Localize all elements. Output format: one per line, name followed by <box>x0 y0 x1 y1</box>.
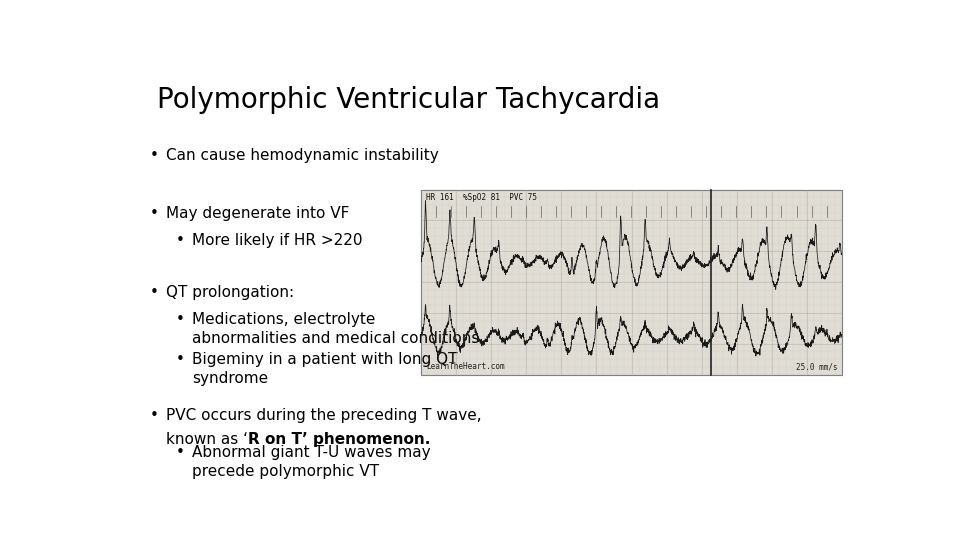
Text: 25.0 mm/s: 25.0 mm/s <box>796 362 837 371</box>
FancyBboxPatch shape <box>421 190 842 375</box>
Text: •: • <box>176 312 184 327</box>
Text: •: • <box>150 148 158 163</box>
Text: •: • <box>150 285 158 300</box>
Text: Bigeminy in a patient with long QT
syndrome: Bigeminy in a patient with long QT syndr… <box>192 352 458 386</box>
Text: known as ‘: known as ‘ <box>166 432 248 447</box>
Text: •: • <box>150 408 158 423</box>
Text: •: • <box>176 233 184 248</box>
Text: HR 161  %SpO2 81  PVC 75: HR 161 %SpO2 81 PVC 75 <box>426 193 537 202</box>
Text: ’ phenomenon.: ’ phenomenon. <box>302 432 430 447</box>
Text: LearnTheHeart.com: LearnTheHeart.com <box>426 362 504 371</box>
Text: QT prolongation:: QT prolongation: <box>166 285 295 300</box>
Text: More likely if HR >220: More likely if HR >220 <box>192 233 363 248</box>
Text: •: • <box>176 446 184 460</box>
Text: PVC occurs during the preceding T wave,: PVC occurs during the preceding T wave, <box>166 408 482 423</box>
Text: May degenerate into VF: May degenerate into VF <box>166 206 349 221</box>
Text: •: • <box>176 352 184 367</box>
Text: Polymorphic Ventricular Tachycardia: Polymorphic Ventricular Tachycardia <box>157 85 660 113</box>
Text: R on T: R on T <box>248 432 302 447</box>
Text: Abnormal giant T-U waves may
precede polymorphic VT: Abnormal giant T-U waves may precede pol… <box>192 446 431 480</box>
Text: Can cause hemodynamic instability: Can cause hemodynamic instability <box>166 148 439 163</box>
Text: •: • <box>150 206 158 221</box>
Text: Medications, electrolyte
abnormalities and medical conditions: Medications, electrolyte abnormalities a… <box>192 312 480 346</box>
